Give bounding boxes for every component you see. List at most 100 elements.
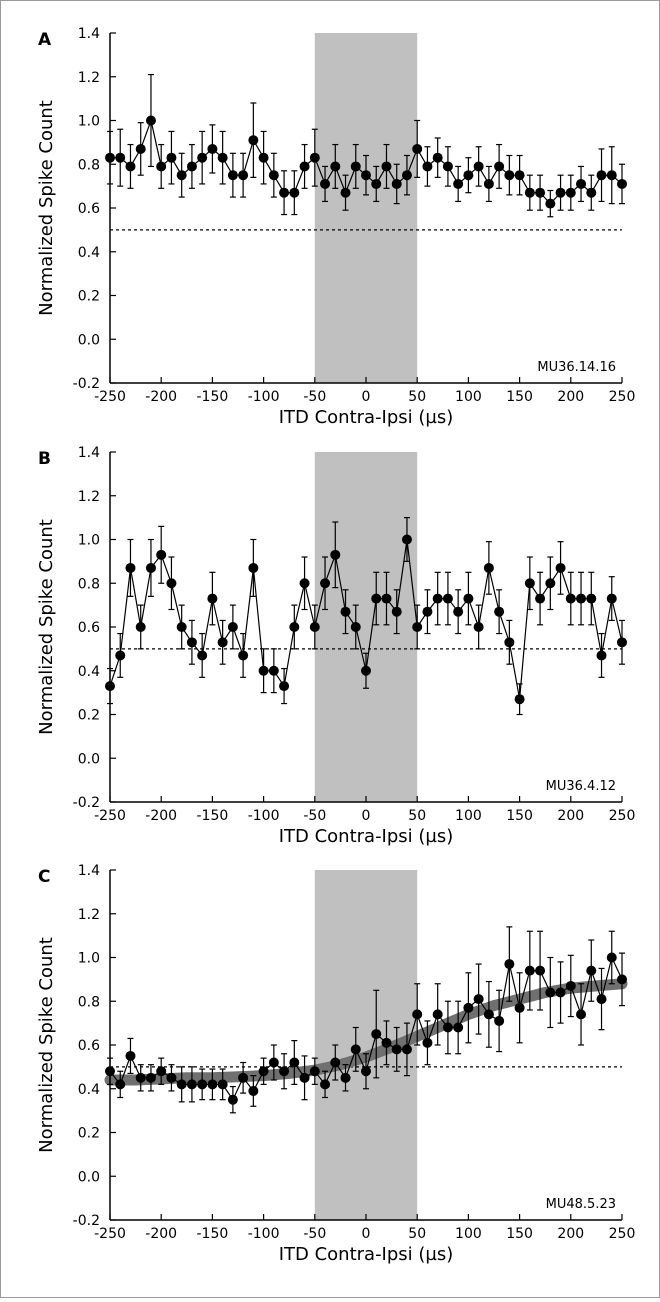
data-point	[442, 161, 453, 172]
y-tick-label: -0.2	[73, 795, 100, 811]
data-point	[125, 1050, 136, 1061]
data-point	[473, 622, 484, 632]
y-tick-label: 1.4	[78, 445, 100, 461]
data-point	[197, 650, 208, 661]
data-point	[207, 1079, 218, 1090]
x-tick-label: 100	[455, 389, 482, 405]
data-point	[238, 650, 249, 661]
data-point	[514, 1002, 525, 1013]
data-point	[524, 187, 535, 198]
y-tick-label: 0.4	[78, 245, 100, 261]
data-point	[299, 161, 310, 172]
x-tick-label: -150	[197, 1226, 229, 1242]
x-axis-label: ITD Contra-Ipsi (µs)	[279, 1244, 454, 1265]
panel-b: -0.2 0.0 0.2 0.4 0.6 0.8 1.0 1.2 1.4 -250 -200 -150…	[36, 445, 635, 847]
x-tick-label: 150	[506, 1226, 533, 1242]
data-point	[606, 170, 617, 181]
data-point	[555, 562, 566, 573]
data-point	[176, 622, 187, 632]
y-tick-label: 1.0	[78, 951, 100, 967]
data-point	[617, 178, 627, 189]
x-tick-label: 50	[408, 389, 426, 405]
data-point	[176, 170, 187, 181]
data-point	[514, 170, 525, 181]
data-point	[330, 161, 341, 172]
y-tick-label: 1.2	[78, 907, 100, 923]
data-point	[248, 562, 259, 573]
x-tick-label: -200	[145, 389, 177, 405]
data-point	[361, 170, 371, 181]
x-tick-label: 200	[557, 389, 584, 405]
x-tick-label: -100	[248, 808, 280, 824]
data-point	[535, 593, 546, 604]
y-tick-label: 0.6	[78, 1038, 100, 1054]
data-point	[586, 593, 597, 604]
data-point	[115, 152, 126, 163]
y-tick-label: 1.0	[78, 114, 100, 130]
data-point	[279, 681, 290, 692]
data-point	[453, 1022, 464, 1033]
x-tick-label: 150	[506, 389, 533, 405]
y-tick-label: 0.2	[78, 289, 100, 305]
data-point	[207, 593, 218, 604]
panel-annotation: MU36.14.16	[537, 360, 616, 375]
data-point	[412, 622, 423, 632]
data-point	[576, 178, 587, 189]
data-point	[545, 578, 556, 589]
x-tick-label: 250	[609, 389, 636, 405]
y-tick-label: -0.2	[73, 1213, 100, 1229]
y-tick-label: 1.2	[78, 70, 100, 86]
data-point	[473, 994, 484, 1005]
data-point	[473, 161, 484, 172]
data-point	[197, 152, 208, 163]
x-tick-label: 50	[408, 808, 426, 824]
data-point	[227, 622, 238, 632]
data-point	[504, 959, 515, 970]
data-point	[350, 622, 361, 632]
data-point	[156, 549, 167, 560]
x-tick-label: -50	[303, 808, 326, 824]
data-point	[197, 1079, 208, 1090]
panel-annotation: MU48.5.23	[546, 1197, 616, 1212]
data-point	[166, 152, 177, 163]
data-point	[309, 1066, 320, 1077]
data-point	[361, 1066, 371, 1077]
data-point	[258, 665, 269, 676]
data-point	[381, 161, 392, 172]
data-point	[289, 1057, 300, 1068]
x-axis-label: ITD Contra-Ipsi (µs)	[279, 407, 454, 428]
x-tick-label: -150	[197, 808, 229, 824]
data-point	[217, 152, 228, 163]
x-tick-label: -200	[145, 1226, 177, 1242]
data-point	[535, 965, 546, 976]
panel-letter: B	[38, 449, 51, 469]
y-tick-label: 0.0	[78, 751, 100, 767]
data-point	[156, 161, 167, 172]
y-axis-label: Normalized Spike Count	[36, 100, 57, 316]
x-tick-label: -100	[248, 1226, 280, 1242]
data-point	[422, 161, 433, 172]
x-tick-label: 100	[455, 1226, 482, 1242]
data-point	[135, 143, 146, 154]
data-point	[596, 170, 607, 181]
panel-a: -0.2 0.0 0.2 0.4 0.6 0.8 1.0 1.2 1.4 -250 -200 -150…	[36, 26, 635, 428]
data-point	[340, 1072, 351, 1083]
data-point	[401, 534, 412, 545]
x-tick-label: -50	[303, 1226, 326, 1242]
y-tick-label: 1.0	[78, 533, 100, 549]
data-point	[412, 143, 423, 154]
data-point	[238, 1072, 249, 1083]
data-point	[176, 1079, 187, 1090]
data-point	[514, 694, 525, 705]
data-point	[186, 161, 197, 172]
data-point	[289, 187, 300, 198]
data-point	[606, 952, 617, 963]
y-tick-label: 1.4	[78, 863, 100, 879]
data-point	[432, 593, 443, 604]
data-point	[115, 1079, 126, 1090]
x-tick-label: -250	[94, 1226, 126, 1242]
data-point	[504, 170, 515, 181]
data-point	[145, 1072, 156, 1083]
x-tick-label: -50	[303, 389, 326, 405]
y-tick-label: 0.0	[78, 1169, 100, 1185]
